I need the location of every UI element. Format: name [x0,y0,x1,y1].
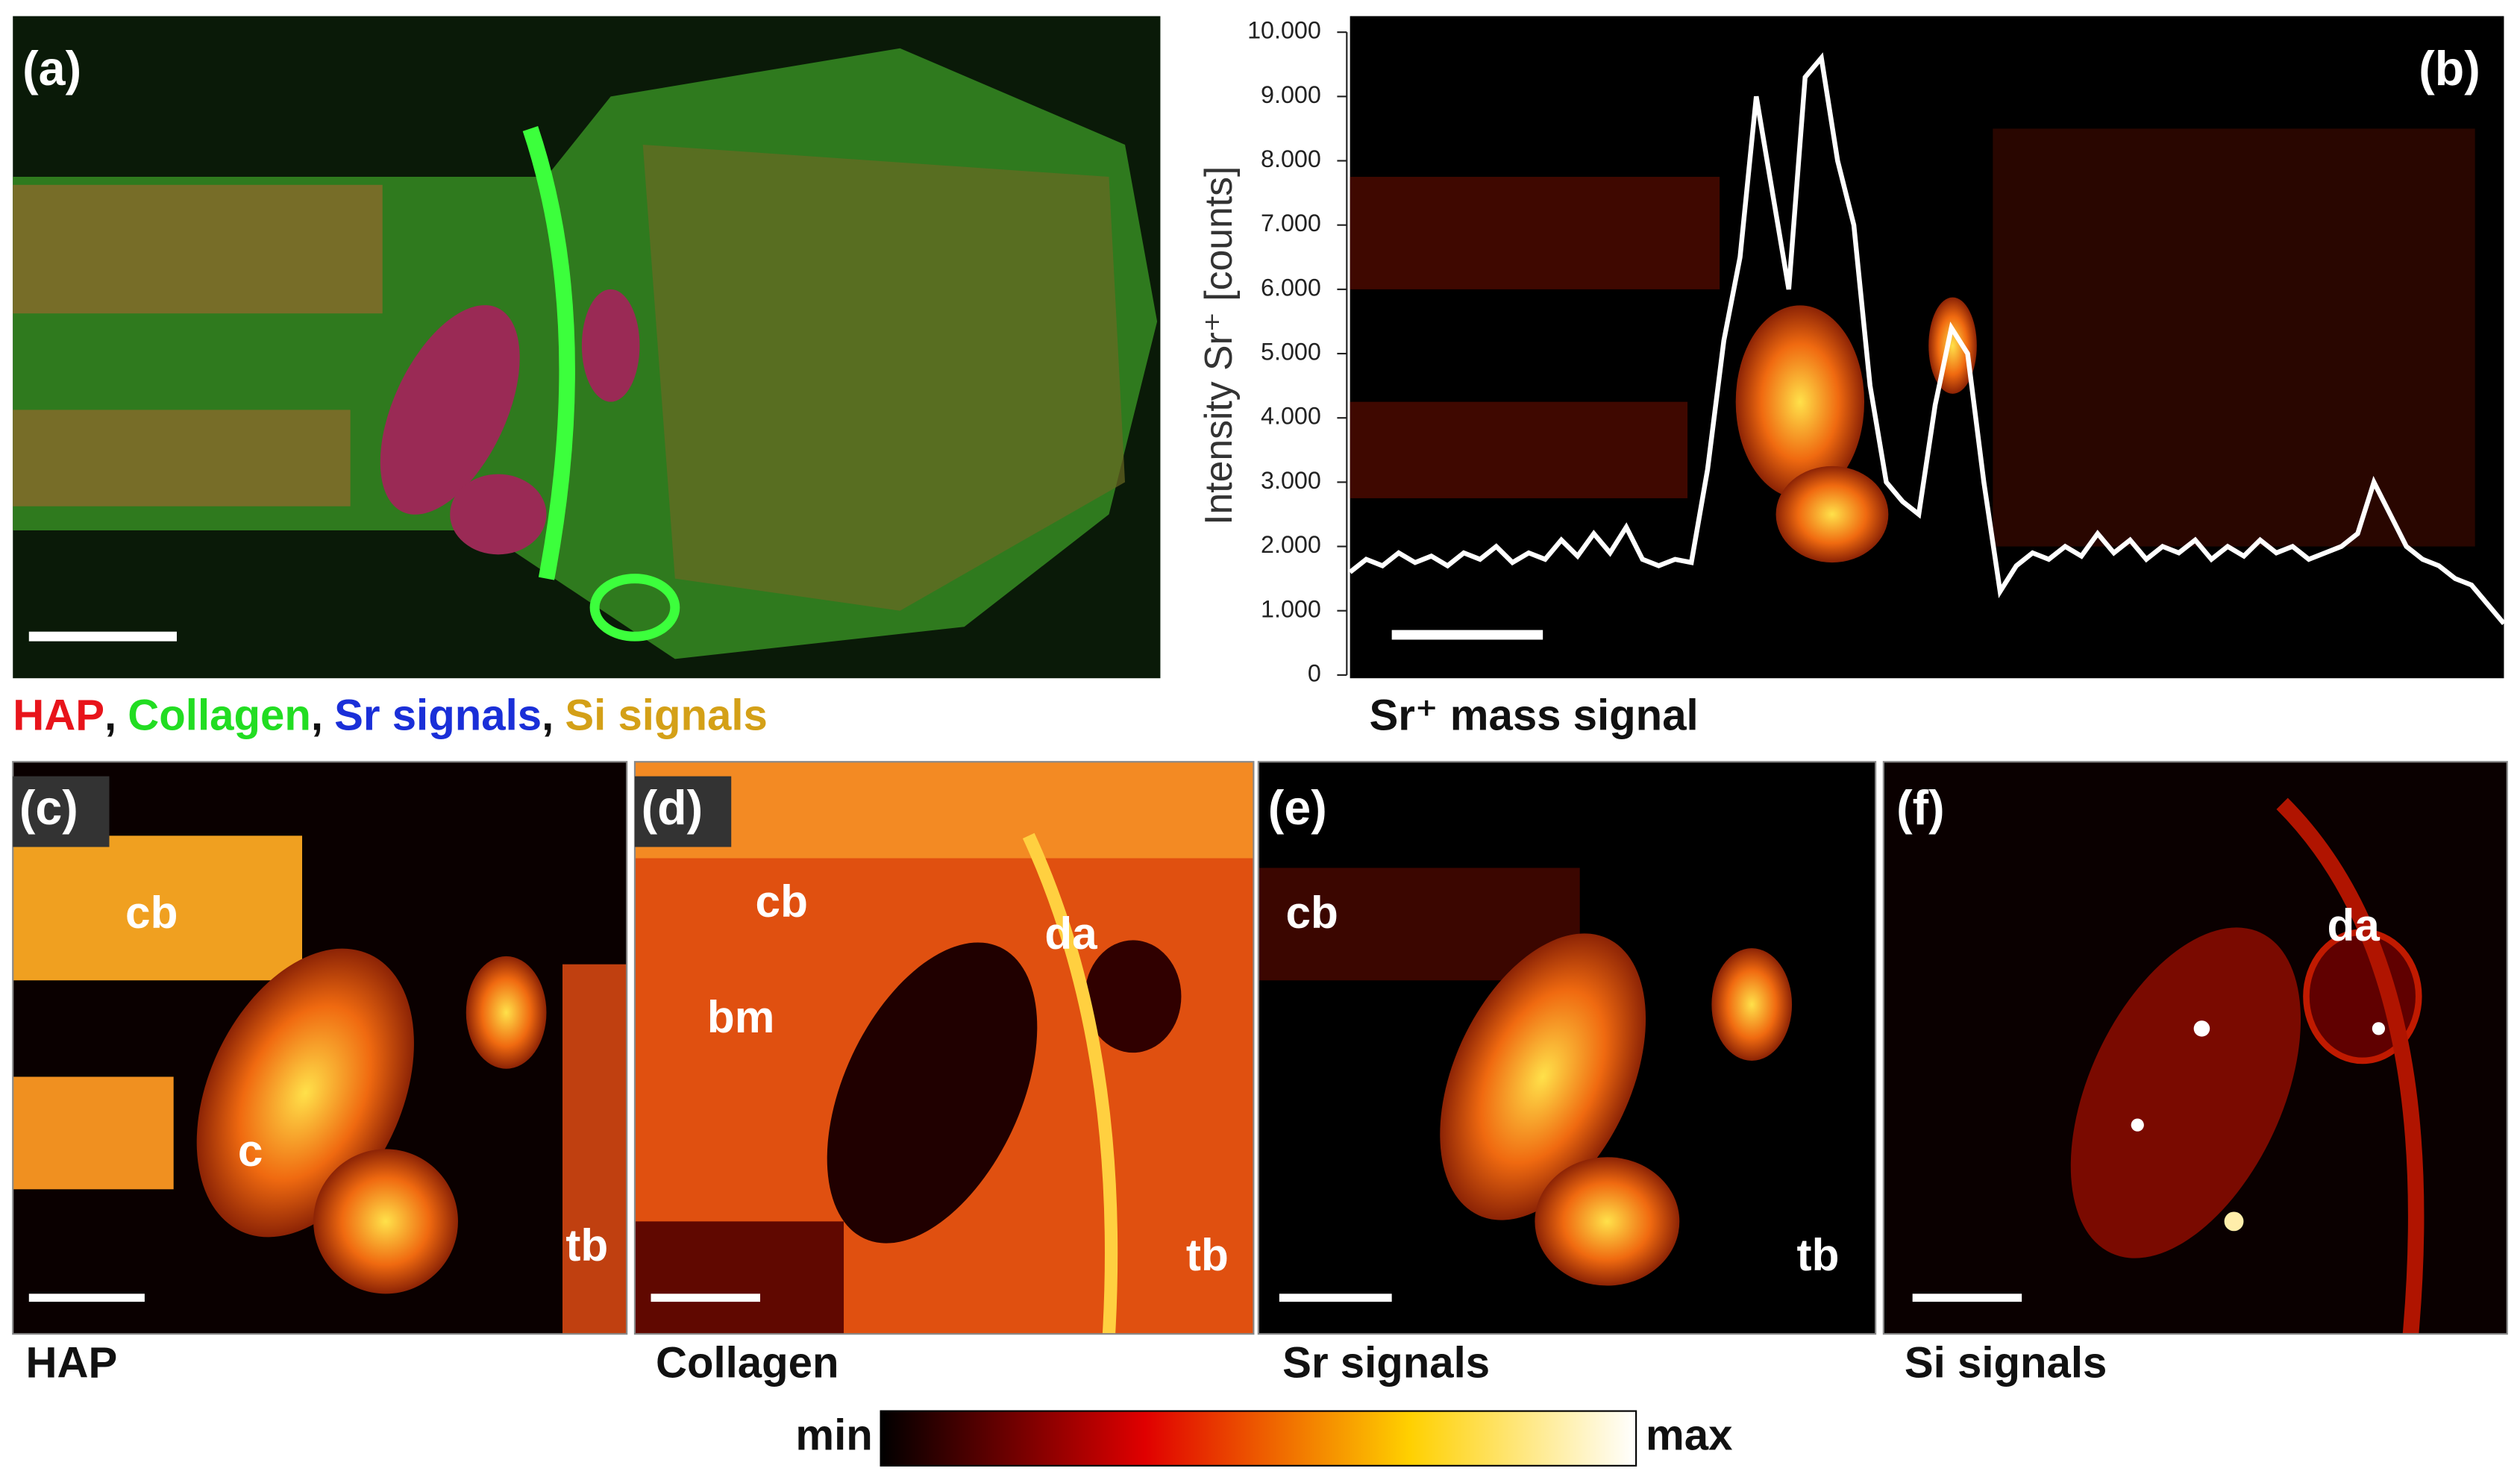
panel-caption: Sr signals [1282,1339,1490,1387]
annotation: tb [1797,1229,1840,1280]
panel-caption: Si signals [1905,1339,2107,1387]
panel-b-image [1350,16,2504,679]
legend-item: Sr signals [334,691,542,739]
panel-a-image [13,16,1161,679]
y-tick-label: 5.000 [1261,339,1321,366]
y-tick-label: 0 [1308,659,1321,686]
legend-item: Si signals [565,691,768,739]
panel-label: (d) [642,780,703,835]
annotation: tb [1186,1229,1229,1280]
line-series [1348,52,2506,626]
y-tick-label: 8.000 [1261,145,1321,172]
y-tick-label: 7.000 [1261,210,1321,236]
y-tick-label: 10.000 [1247,17,1321,44]
legend-separator: , [542,691,554,739]
colorbar-min: min [795,1411,872,1460]
label-box [634,776,732,847]
panel-label: (a) [22,41,81,95]
y-tick-label: 1.000 [1261,595,1321,622]
legend-item: Collagen [128,691,311,739]
panel-label: (b) [2419,41,2480,95]
legend-separator: , [104,691,116,739]
label-box [13,776,110,847]
panel-c-image [13,762,627,1335]
annotation: c [238,1125,263,1176]
frame [12,761,628,1335]
y-axis-label: Intensity Sr⁺ [counts] [1197,166,1240,525]
panel-label: (f) [1896,780,1945,835]
y-tick-label: 4.000 [1261,403,1321,430]
y-tick-label: 3.000 [1261,467,1321,494]
annotation: cb [125,887,178,938]
legend-item: HAP [13,691,104,739]
annotation: cb [756,876,808,926]
panel-e-image [1258,762,1876,1335]
panel-caption: Sr⁺ mass signal [1369,691,1698,739]
panel-label: (e) [1268,780,1327,835]
panel-f-image [1883,762,2507,1335]
frame [1882,761,2508,1335]
panel-caption: Collagen [656,1339,839,1387]
colorbar [880,1410,1637,1467]
panel-caption: HAP [25,1339,117,1387]
y-tick-label: 9.000 [1261,81,1321,108]
frame [1257,761,1877,1335]
panel-d-image [634,762,1254,1335]
frame [633,761,1255,1335]
panel-label: (c) [19,780,78,835]
annotation: cb [1285,887,1338,938]
annotation: da [2327,900,2380,950]
annotation: tb [565,1220,608,1270]
colorbar-max: max [1646,1411,1732,1460]
annotation: bm [707,991,774,1042]
y-tick-label: 6.000 [1261,274,1321,301]
annotation: da [1044,908,1097,959]
legend-separator: , [311,691,323,739]
y-tick-label: 2.000 [1261,531,1321,558]
